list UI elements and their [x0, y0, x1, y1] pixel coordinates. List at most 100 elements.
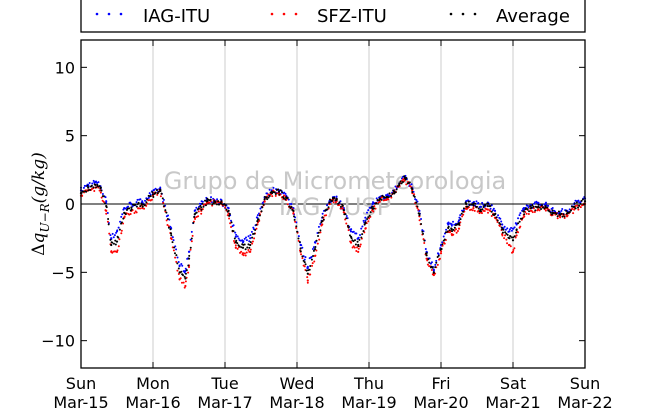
data-point: [387, 198, 390, 201]
data-point: [529, 205, 532, 208]
data-point: [117, 245, 120, 248]
data-point: [198, 202, 201, 205]
data-point: [570, 209, 573, 212]
data-point: [139, 205, 142, 208]
data-point: [93, 189, 96, 192]
data-point: [312, 254, 315, 257]
data-point: [489, 205, 492, 208]
data-point: [284, 198, 287, 201]
data-point: [528, 210, 531, 213]
data-point: [367, 216, 370, 219]
data-point: [467, 200, 470, 203]
data-point: [299, 250, 302, 253]
data-point: [489, 207, 492, 210]
data-point: [181, 264, 184, 267]
data-point: [269, 191, 272, 194]
data-point: [518, 220, 521, 223]
data-point: [113, 234, 116, 237]
data-point: [392, 189, 395, 192]
data-point: [574, 207, 577, 210]
data-point: [341, 204, 344, 207]
data-point: [105, 206, 108, 209]
data-point: [357, 236, 360, 239]
data-point: [120, 229, 123, 232]
data-point: [162, 205, 165, 208]
data-point: [190, 240, 193, 243]
data-point: [306, 272, 309, 275]
data-point: [82, 190, 85, 193]
data-point: [152, 196, 155, 199]
data-point: [435, 261, 438, 264]
data-point: [301, 246, 304, 249]
data-point: [501, 234, 504, 237]
data-point: [135, 211, 138, 214]
data-point: [111, 251, 114, 254]
data-point: [116, 249, 119, 252]
data-point: [147, 196, 150, 199]
data-point: [511, 239, 515, 242]
data-point: [133, 212, 136, 215]
data-point: [297, 237, 300, 240]
data-point: [236, 242, 239, 245]
data-point: [278, 193, 281, 196]
data-point: [531, 204, 534, 207]
data-point: [93, 181, 96, 184]
data-point: [212, 202, 215, 205]
data-point: [359, 245, 362, 248]
data-point: [439, 252, 443, 255]
data-point: [189, 248, 192, 251]
data-point: [441, 241, 444, 244]
data-point: [129, 201, 132, 204]
data-point: [434, 266, 437, 269]
data-point: [277, 190, 281, 193]
data-point: [308, 268, 311, 271]
data-point: [356, 240, 359, 243]
data-point: [399, 180, 402, 183]
data-point: [110, 243, 113, 247]
data-point: [540, 207, 543, 210]
data-point: [129, 213, 132, 216]
data-point: [560, 209, 563, 212]
data-point: [478, 212, 481, 215]
data-point: [96, 185, 99, 188]
data-point: [499, 217, 502, 220]
data-point: [204, 199, 207, 202]
data-point: [232, 224, 235, 227]
data-point: [290, 202, 293, 205]
x-tick-label-day: Sat: [500, 374, 526, 393]
data-point: [109, 238, 112, 241]
data-point: [395, 188, 398, 191]
data-point: [262, 203, 265, 206]
x-tick-label-date: Mar-17: [197, 393, 252, 409]
data-point: [417, 208, 420, 211]
data-point: [354, 243, 357, 246]
data-point: [550, 213, 553, 216]
data-point: [391, 192, 394, 195]
data-point: [315, 249, 318, 252]
data-point: [255, 227, 258, 230]
data-point: [462, 209, 465, 212]
data-point: [120, 221, 123, 224]
data-point: [82, 186, 85, 189]
data-point: [313, 260, 316, 263]
data-point: [85, 190, 88, 193]
data-point: [385, 194, 388, 197]
data-point: [249, 248, 252, 251]
data-point: [577, 208, 580, 211]
data-point: [334, 201, 337, 204]
data-point: [298, 241, 301, 244]
data-point: [345, 215, 348, 218]
data-point: [320, 224, 323, 227]
data-point: [374, 207, 377, 210]
data-point: [573, 208, 576, 211]
data-point: [386, 195, 389, 198]
series-points: [79, 174, 587, 289]
data-point: [372, 207, 375, 210]
data-point: [234, 231, 237, 234]
data-point: [486, 204, 489, 208]
data-point: [249, 243, 252, 247]
data-point: [496, 219, 499, 222]
data-point: [146, 198, 149, 201]
data-point: [243, 237, 246, 240]
data-point: [295, 225, 298, 228]
